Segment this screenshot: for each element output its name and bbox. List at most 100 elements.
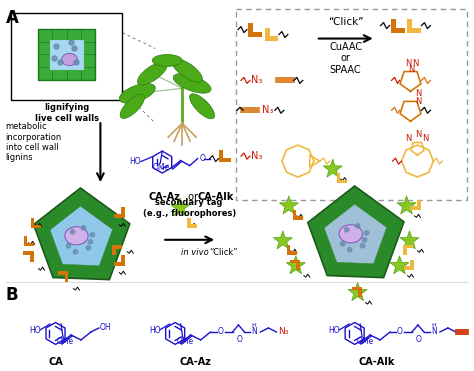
Circle shape [365, 231, 369, 235]
FancyBboxPatch shape [49, 39, 84, 70]
Circle shape [86, 246, 91, 250]
Text: HO: HO [129, 157, 140, 166]
Text: N: N [431, 328, 437, 336]
Polygon shape [219, 150, 231, 162]
Text: H: H [252, 322, 256, 328]
Text: H: H [431, 322, 436, 328]
Polygon shape [352, 286, 362, 296]
Polygon shape [290, 260, 300, 270]
Text: CA-Alk: CA-Alk [358, 357, 395, 367]
Polygon shape [408, 19, 421, 33]
Polygon shape [171, 198, 190, 216]
Text: CA-Az: CA-Az [148, 192, 180, 202]
Polygon shape [50, 206, 112, 266]
Ellipse shape [120, 94, 145, 118]
Text: lignifying
live cell walls: lignifying live cell walls [35, 103, 99, 123]
Polygon shape [397, 196, 416, 214]
Circle shape [356, 224, 360, 228]
Text: N: N [409, 65, 415, 75]
Text: O: O [237, 335, 242, 344]
Ellipse shape [119, 83, 155, 103]
Polygon shape [403, 260, 413, 270]
Circle shape [88, 240, 92, 244]
Text: “Click”: “Click” [209, 248, 237, 257]
Text: O: O [218, 328, 223, 336]
Polygon shape [114, 255, 125, 266]
Ellipse shape [173, 73, 211, 93]
Ellipse shape [172, 59, 202, 82]
Polygon shape [410, 200, 420, 210]
Polygon shape [400, 231, 419, 249]
Polygon shape [31, 218, 41, 228]
Circle shape [69, 40, 74, 45]
Circle shape [345, 228, 349, 232]
Text: CA-Alk: CA-Alk [197, 192, 234, 202]
Text: N: N [252, 328, 257, 336]
Circle shape [81, 226, 86, 230]
Polygon shape [112, 245, 122, 255]
Polygon shape [403, 245, 413, 255]
Text: N: N [405, 59, 412, 68]
Text: N: N [416, 97, 422, 106]
Circle shape [340, 242, 345, 246]
Text: HO: HO [29, 326, 41, 335]
Polygon shape [337, 173, 347, 183]
Circle shape [58, 60, 63, 65]
Ellipse shape [137, 62, 167, 85]
Circle shape [360, 244, 365, 248]
Text: N: N [416, 89, 422, 98]
Circle shape [54, 44, 59, 49]
Polygon shape [265, 27, 278, 41]
Ellipse shape [339, 225, 362, 243]
Polygon shape [323, 159, 342, 177]
FancyBboxPatch shape [11, 13, 122, 100]
Circle shape [347, 247, 352, 252]
Text: HO: HO [328, 326, 340, 335]
Text: O: O [200, 154, 206, 163]
Polygon shape [293, 210, 303, 220]
Text: B: B [6, 286, 18, 303]
Ellipse shape [190, 94, 215, 119]
Circle shape [72, 46, 77, 51]
Polygon shape [324, 204, 387, 264]
Circle shape [74, 60, 79, 65]
Ellipse shape [65, 227, 88, 245]
Text: OH: OH [100, 324, 111, 332]
Text: in vivo: in vivo [181, 248, 209, 257]
Polygon shape [286, 256, 305, 274]
Text: or: or [185, 192, 201, 202]
Circle shape [73, 250, 78, 254]
Polygon shape [114, 207, 125, 218]
FancyBboxPatch shape [236, 9, 467, 200]
Text: OMe: OMe [57, 337, 74, 347]
Polygon shape [187, 218, 197, 228]
Polygon shape [23, 251, 34, 262]
Text: A: A [6, 9, 18, 27]
Text: OMe: OMe [356, 337, 373, 347]
Circle shape [70, 230, 75, 234]
Polygon shape [308, 186, 404, 278]
Circle shape [52, 56, 57, 61]
Text: N₃: N₃ [262, 105, 273, 115]
Circle shape [363, 237, 367, 242]
Polygon shape [287, 245, 297, 255]
Circle shape [66, 244, 71, 248]
Text: N₃: N₃ [251, 151, 262, 161]
Text: OMe: OMe [152, 162, 169, 171]
Text: CuAAC
or
SPAAC: CuAAC or SPAAC [329, 42, 362, 75]
Text: N: N [422, 134, 429, 143]
Text: CA: CA [48, 357, 63, 367]
Polygon shape [390, 256, 409, 274]
Polygon shape [273, 231, 292, 249]
Ellipse shape [62, 53, 77, 66]
Text: N₃: N₃ [278, 328, 289, 336]
Text: N: N [412, 59, 419, 68]
Text: N: N [405, 134, 412, 143]
Text: N₃: N₃ [251, 75, 262, 85]
Polygon shape [279, 196, 298, 214]
Polygon shape [58, 271, 69, 282]
Ellipse shape [152, 55, 182, 66]
Text: CA-Az: CA-Az [179, 357, 211, 367]
Text: metabolic
incorporation
into cell wall
lignins: metabolic incorporation into cell wall l… [6, 122, 62, 162]
Polygon shape [24, 236, 34, 246]
